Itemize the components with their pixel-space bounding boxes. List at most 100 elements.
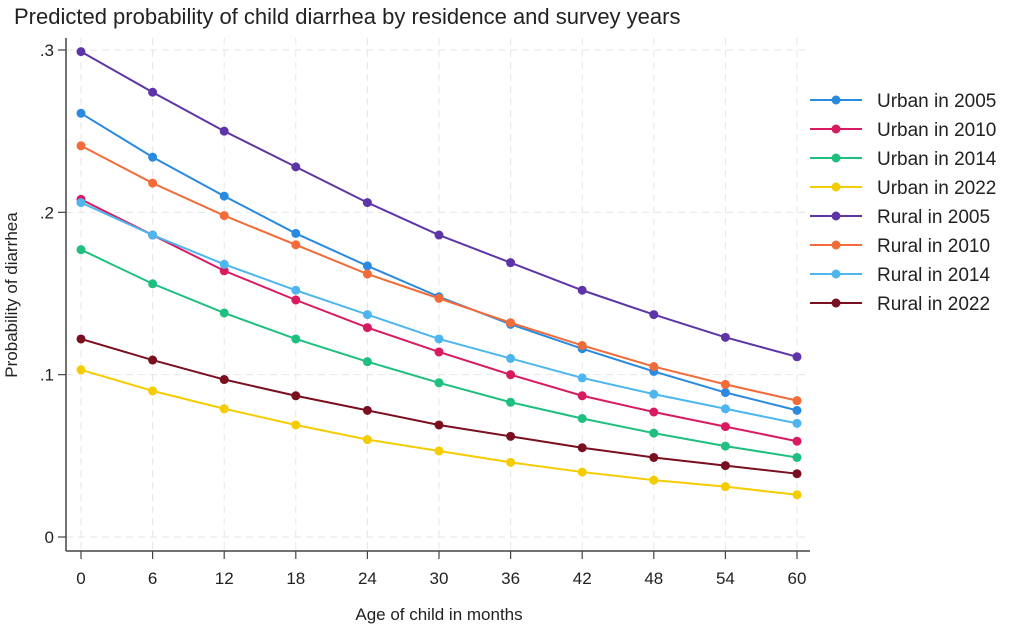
data-point [434, 420, 444, 430]
x-tick-label: 18 [286, 569, 305, 588]
x-tick-label: 30 [430, 569, 449, 588]
data-point [76, 198, 86, 208]
x-tick-label: 24 [358, 569, 377, 588]
data-point [148, 178, 158, 188]
x-tick-label: 36 [501, 569, 520, 588]
data-point [362, 323, 372, 333]
data-point [362, 198, 372, 208]
legend-item: Rural in 2014 [810, 265, 990, 286]
data-point [720, 422, 730, 432]
series-rural-in-2005 [76, 47, 802, 362]
legend-item: Urban in 2005 [810, 91, 996, 112]
legend-marker [831, 95, 841, 105]
data-point [76, 108, 86, 118]
legend-label: Urban in 2010 [877, 120, 996, 141]
data-point [362, 310, 372, 320]
data-point [720, 332, 730, 342]
data-point [148, 87, 158, 97]
x-tick-label: 60 [788, 569, 807, 588]
data-point [434, 446, 444, 456]
data-point [291, 285, 301, 295]
data-point [76, 245, 86, 255]
data-point [219, 308, 229, 318]
data-point [577, 373, 587, 383]
data-point [148, 152, 158, 162]
data-point [577, 443, 587, 453]
chart-title: Predicted probability of child diarrhea … [14, 4, 680, 29]
data-point [219, 211, 229, 221]
legend-marker [831, 182, 841, 192]
data-point [792, 452, 802, 462]
data-point [720, 441, 730, 451]
data-point [362, 269, 372, 279]
data-point [720, 388, 730, 398]
legend-label: Rural in 2005 [877, 207, 990, 228]
data-point [219, 404, 229, 414]
y-tick-label: .3 [40, 41, 54, 60]
data-point [291, 240, 301, 250]
data-point [649, 475, 659, 485]
series-rural-in-2022 [76, 334, 802, 479]
data-point [506, 370, 516, 380]
series-rural-in-2010 [76, 141, 802, 406]
series-line [80, 50, 798, 358]
data-point [577, 467, 587, 477]
axes: 0 .1 .2 .3 0 6 12 18 24 30 36 42 48 54 60 [40, 38, 810, 588]
data-point [577, 340, 587, 350]
data-point [792, 352, 802, 362]
data-point [720, 461, 730, 471]
data-point [792, 405, 802, 415]
legend-label: Urban in 2022 [877, 178, 996, 199]
data-point [362, 435, 372, 445]
x-tick-label: 6 [148, 569, 157, 588]
data-point [506, 353, 516, 363]
series-rural-in-2014 [76, 198, 802, 428]
data-point [792, 469, 802, 479]
data-point [219, 266, 229, 276]
y-axis-label: Probability of diarrhea [2, 212, 21, 378]
data-point [219, 126, 229, 136]
data-point [291, 162, 301, 172]
data-point [649, 407, 659, 417]
legend-marker [831, 298, 841, 308]
x-axis-label: Age of child in months [355, 605, 522, 624]
series-group [76, 47, 802, 500]
legend-marker [831, 269, 841, 279]
legend-label: Rural in 2010 [877, 236, 990, 257]
data-point [792, 436, 802, 446]
data-point [76, 47, 86, 57]
data-point [291, 391, 301, 401]
x-tick-label: 54 [716, 569, 735, 588]
legend-marker [831, 153, 841, 163]
legend-marker [831, 124, 841, 134]
data-point [219, 375, 229, 385]
data-point [219, 191, 229, 201]
data-point [291, 420, 301, 430]
data-point [649, 428, 659, 438]
data-point [362, 357, 372, 367]
data-point [434, 334, 444, 344]
x-tick-label: 12 [215, 569, 234, 588]
data-point [291, 295, 301, 305]
data-point [506, 431, 516, 441]
data-point [76, 334, 86, 344]
data-point [577, 285, 587, 295]
data-point [506, 318, 516, 328]
series-urban-in-2022 [76, 365, 802, 500]
data-point [649, 362, 659, 372]
data-point [148, 279, 158, 289]
legend-marker [831, 211, 841, 221]
data-point [434, 347, 444, 357]
data-point [506, 258, 516, 268]
data-point [720, 482, 730, 492]
legend-item: Rural in 2022 [810, 294, 990, 315]
legend-item: Rural in 2010 [810, 236, 990, 257]
data-point [506, 397, 516, 407]
y-tick-label: 0 [45, 528, 54, 547]
data-point [649, 389, 659, 399]
legend-item: Urban in 2014 [810, 149, 997, 170]
data-point [649, 310, 659, 320]
data-point [362, 405, 372, 415]
data-point [792, 418, 802, 428]
